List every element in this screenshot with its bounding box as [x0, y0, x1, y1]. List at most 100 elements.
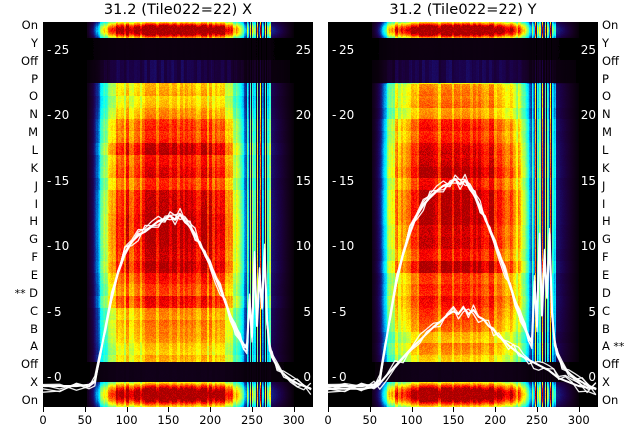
y-tick-label-text: 20: [295, 108, 311, 123]
y-tick-label-0: -0: [47, 371, 62, 383]
y-tick-label-right-15: 15: [581, 175, 596, 187]
category-label-right-20: X: [602, 375, 610, 390]
x-tick-label-left-0: 0: [39, 413, 47, 427]
x-tick-label-left-150: 150: [157, 413, 180, 427]
y-tick-label-text: 10: [54, 239, 70, 254]
x-tick-mark-left-250: [251, 407, 253, 412]
category-label-text: O: [602, 89, 612, 104]
x-tick-label-right-300: 300: [567, 413, 590, 427]
y-tick-label-text: 15: [339, 173, 355, 188]
y-tick-label-10: -10: [332, 240, 354, 252]
y-tick-dash-icon: -: [47, 108, 52, 123]
trace-right-panel-trace-upper-sweep-2: [328, 178, 597, 391]
y-tick-dash-icon: -: [332, 239, 337, 254]
category-label-right-19: Off: [602, 357, 619, 372]
y-tick-label-text: 5: [303, 304, 311, 319]
category-label-left-11: H: [29, 216, 38, 228]
category-label-left-7: L: [31, 143, 38, 157]
category-label-text: Y: [30, 35, 38, 50]
overlay-trace-left: [43, 207, 312, 395]
category-label-right-4: O: [602, 89, 612, 104]
category-label-text: Off: [21, 53, 38, 68]
category-label-text: H: [602, 214, 611, 229]
category-label-text: D: [29, 285, 38, 300]
y-tick-label-right-25: 25: [581, 44, 596, 56]
category-label-right-13: F: [602, 250, 609, 265]
x-axis-right: 0 50 100 150 200 250 300: [324, 407, 598, 437]
x-tick-mark-left-300: [293, 407, 295, 412]
x-tick-mark-right-50: [369, 407, 371, 412]
heatmap-panel-right[interactable]: -0 0-5 5-10 10-15 15-20 20-25 25: [328, 22, 598, 407]
x-tick-label-left-100: 100: [115, 413, 138, 427]
x-tick-mark-left-200: [210, 407, 212, 412]
category-label-text: L: [31, 143, 38, 157]
panel-title-left: 31.2 (Tile022=22) X: [103, 2, 253, 18]
category-label-text: F: [602, 250, 609, 265]
category-label-left-9: J: [35, 180, 38, 192]
trace-right-panel-trace-upper-sweep-3: [328, 174, 597, 395]
y-tick-label-text: 5: [588, 304, 596, 319]
category-label-left-14: E: [31, 269, 38, 281]
category-label-text: X: [602, 375, 610, 390]
y-tick-dash-icon: -: [47, 42, 52, 57]
category-label-right-15: D: [602, 287, 611, 299]
category-label-left-15: ** D: [15, 285, 38, 300]
category-label-left-16: C: [29, 303, 38, 318]
y-tick-label-right-5: 5: [588, 306, 596, 318]
y-tick-label-0: -0: [332, 371, 347, 383]
category-label-right-18: A **: [602, 339, 624, 354]
heatmap-image-right: [328, 22, 598, 407]
category-label-left-20: X: [30, 375, 38, 390]
category-label-text: C: [29, 303, 38, 318]
y-tick-label-right-25: 25: [296, 44, 311, 56]
x-tick-label-left-250: 250: [240, 413, 263, 427]
y-tick-label-text: 25: [339, 42, 355, 57]
y-tick-label-text: 20: [339, 108, 355, 123]
y-tick-label-text: 25: [54, 42, 70, 57]
category-label-text: K: [602, 160, 610, 175]
x-tick-mark-left-150: [168, 407, 170, 412]
category-label-right-17: B: [602, 323, 610, 335]
category-label-left-1: Y: [30, 35, 38, 50]
category-label-right-3: P: [602, 73, 609, 85]
category-label-right-9: J: [602, 178, 606, 193]
category-label-text: A: [602, 339, 610, 354]
y-tick-label-25: -25: [47, 44, 69, 56]
category-label-left-12: G: [29, 234, 38, 246]
y-tick-label-20: -20: [47, 109, 69, 121]
category-label-text: M: [602, 125, 612, 140]
y-tick-label-text: 20: [580, 108, 596, 123]
y-tick-label-text: 25: [580, 42, 596, 57]
category-label-text: X: [30, 375, 38, 390]
category-label-left-13: F: [31, 251, 38, 263]
category-label-text: Off: [602, 357, 619, 372]
y-tick-label-text: 15: [295, 173, 311, 188]
y-tick-label-5: -5: [47, 306, 62, 318]
right-category-axis: On Y Off P O N M L K J I H G F E D C B A ** Off X On: [598, 19, 640, 407]
heatmap-panel-left[interactable]: -0 0-5 5-10 10-15 15-20 20-25 25: [43, 22, 313, 407]
x-tick-label-right-50: 50: [362, 413, 378, 427]
overlay-trace-right: [328, 173, 597, 396]
category-label-right-21: On: [602, 393, 619, 407]
y-tick-label-right-20: 20: [581, 109, 596, 121]
y-tick-dash-icon: -: [332, 108, 337, 123]
trace-left-panel-trace-sweep-2: [43, 213, 312, 391]
x-tick-label-right-150: 150: [442, 413, 465, 427]
y-tick-dash-icon: -: [47, 173, 52, 188]
y-tick-label-5: -5: [332, 306, 347, 318]
category-label-right-10: I: [602, 198, 605, 210]
category-label-text: On: [21, 393, 38, 407]
y-tick-dash-icon: -: [332, 304, 337, 319]
category-label-text: G: [602, 232, 611, 247]
left-category-axis: On Y Off P O N M L K J I H G F E ** D C B A Off X On: [0, 19, 42, 407]
category-label-left-0: On: [22, 19, 38, 31]
category-label-text: J: [602, 178, 606, 193]
category-label-text: On: [602, 393, 619, 407]
y-tick-dash-icon: -: [47, 239, 52, 254]
x-tick-mark-left-0: [43, 407, 44, 412]
category-label-right-16: C: [602, 305, 610, 317]
category-label-text: B: [30, 321, 38, 336]
y-tick-label-text: 0: [339, 370, 347, 385]
category-label-right-1: Y: [602, 37, 609, 49]
